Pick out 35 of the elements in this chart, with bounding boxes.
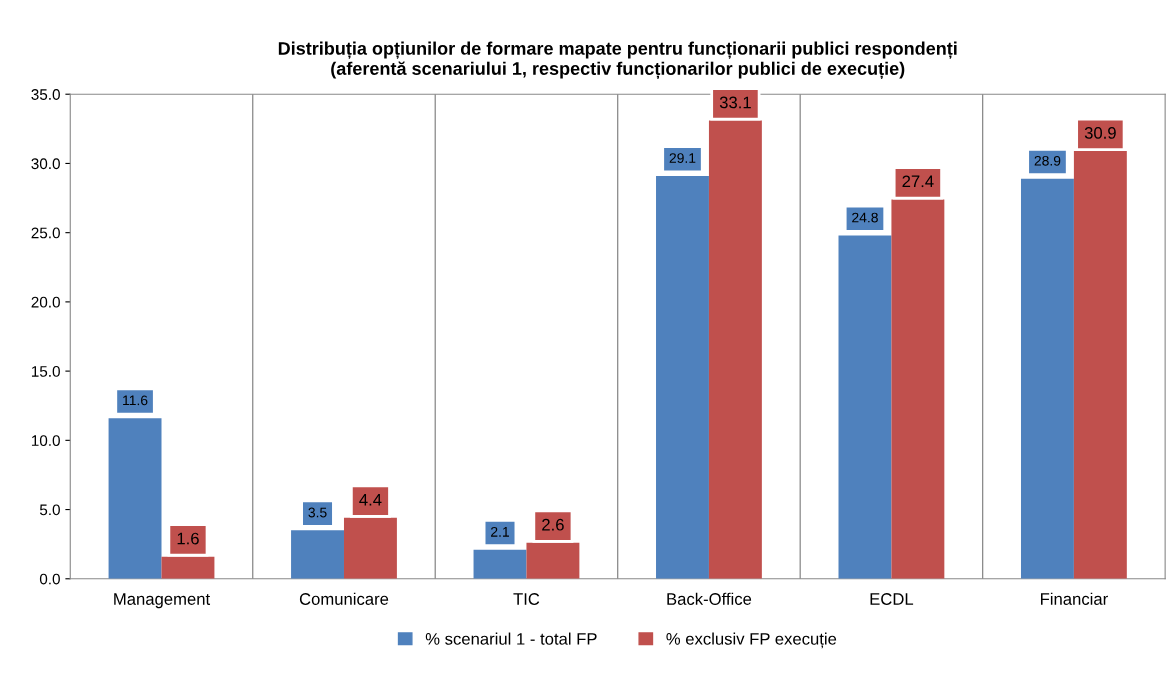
bar — [656, 175, 709, 579]
legend-label: % scenariul 1 - total FP — [425, 632, 597, 645]
x-tick-label: ECDL — [870, 593, 914, 605]
y-tick-label: 35.0 — [31, 89, 60, 100]
data-label: 29.1 — [669, 153, 696, 163]
bar — [838, 235, 892, 579]
legend-label: % exclusiv FP execuție — [666, 632, 837, 649]
y-tick-label: 20.0 — [31, 296, 60, 308]
y-tick-label: 30.0 — [31, 158, 60, 170]
y-tick-label: 0.0 — [39, 573, 60, 585]
data-label: 11.6 — [123, 395, 148, 406]
data-label: 2.6 — [542, 518, 564, 531]
data-label: 3.5 — [308, 507, 327, 518]
x-tick-label: Financiar — [1041, 592, 1108, 605]
data-label: 28.9 — [1034, 155, 1061, 166]
data-label: 30.9 — [1084, 126, 1116, 139]
data-label: 4.4 — [359, 494, 382, 506]
y-tick-label: 25.0 — [31, 227, 60, 239]
data-label: 27.4 — [902, 175, 934, 188]
data-label: 24.8 — [852, 212, 878, 223]
x-tick-label: TIC — [513, 593, 540, 605]
x-tick-label: Back-Office — [667, 592, 752, 605]
data-label: 33.1 — [719, 96, 751, 109]
bar — [473, 549, 527, 579]
y-tick-label: 5.0 — [39, 504, 60, 516]
bar — [291, 530, 344, 579]
chart-title: Distribuția opțiunilor de formare mapate pentru funcționarii publici respondenți (aferentă scenariului 1, respectiv funcționarilor publici de execuție) — [278, 41, 957, 79]
data-label: 1.6 — [177, 532, 199, 545]
data-label: 2.1 — [491, 526, 509, 537]
y-tick-label: 15.0 — [31, 365, 60, 377]
bar — [1020, 178, 1074, 579]
y-tick-label: 10.0 — [31, 435, 60, 447]
bar — [108, 418, 162, 579]
x-tick-label: Comunicare — [299, 592, 389, 605]
x-tick-label: Management — [114, 593, 211, 609]
